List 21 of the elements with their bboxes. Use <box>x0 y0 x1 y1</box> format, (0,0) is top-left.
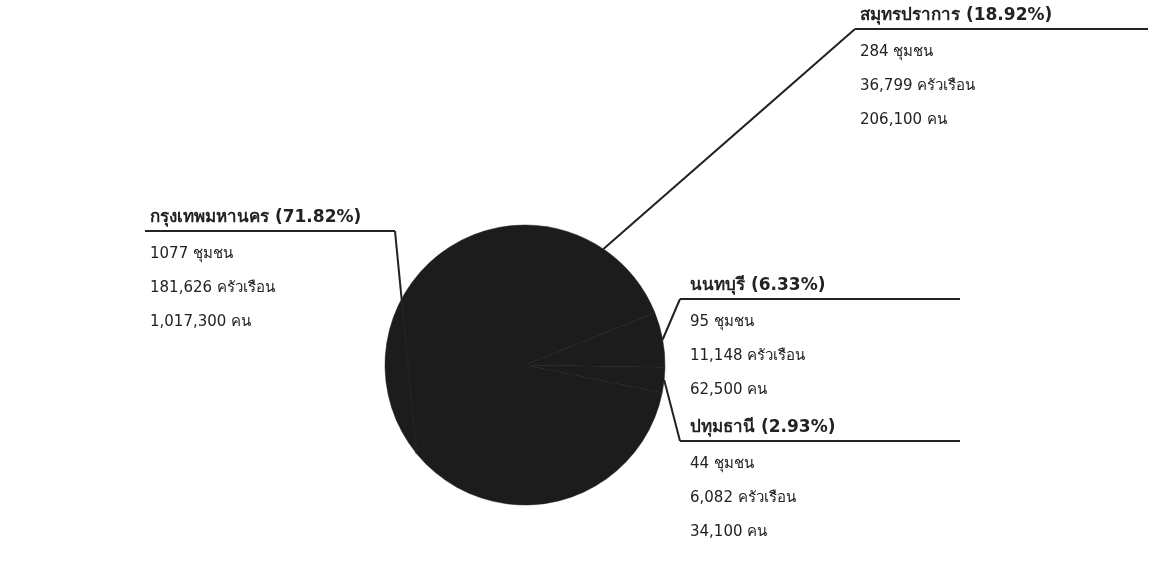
text: 1077 ชุมชน <box>150 244 233 263</box>
pie-slice <box>384 224 663 506</box>
text: 62,500 คน <box>690 380 768 398</box>
text: 6,082 ครัวเรือน <box>690 488 796 506</box>
text: 34,100 คน <box>690 522 768 540</box>
text: 44 ชุมชน <box>690 454 754 473</box>
text: 36,799 ครัวเรือน <box>860 76 976 94</box>
data-label: (2.93%) <box>755 416 836 436</box>
text: 284 ชุมชน <box>860 42 934 61</box>
text: 1,017,300 คน <box>150 312 252 330</box>
slice-label: สมุทรปราการ <box>860 4 961 25</box>
text: 11,148 ครัวเรือน <box>690 346 806 364</box>
slice-label: กรุงเทพมหานคร <box>150 206 270 227</box>
slice-label: นนทบุรี <box>690 274 746 295</box>
data-label: (71.82%) <box>269 206 362 226</box>
data-label: (6.33%) <box>745 274 826 294</box>
data-label: (18.92%) <box>960 4 1053 24</box>
text: 181,626 ครัวเรือน <box>150 278 275 296</box>
slice-label: ปทุมธานี <box>690 416 755 437</box>
text: 206,100 คน <box>860 110 947 128</box>
text: 95 ชุมชน <box>690 312 754 331</box>
